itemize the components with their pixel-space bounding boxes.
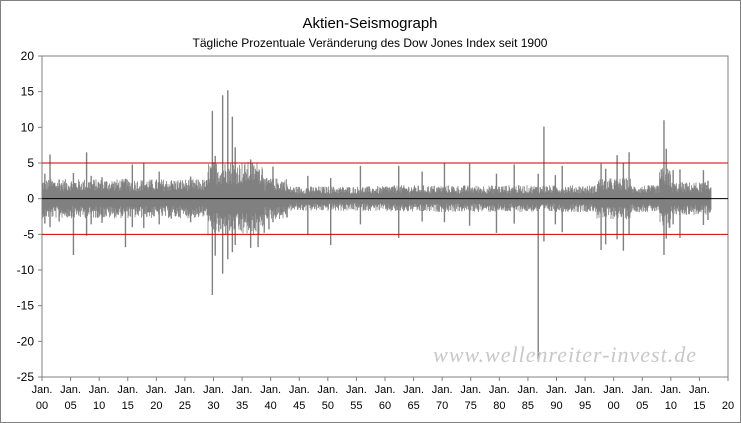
y-tick-label: -10: [17, 263, 35, 277]
x-tick-label-year: 00: [608, 400, 620, 412]
x-tick-label-year: 10: [93, 400, 105, 412]
y-tick-label: -25: [17, 370, 35, 384]
x-tick-label-year: 10: [665, 400, 677, 412]
x-tick-label-month: Jan.: [203, 384, 224, 396]
x-tick-label-month: Jan.: [375, 384, 396, 396]
x-tick-label-month: Jan.: [317, 384, 338, 396]
x-tick-label-year: 05: [64, 400, 76, 412]
x-tick-label-year: 00: [36, 400, 48, 412]
x-tick-label-year: 60: [379, 400, 391, 412]
x-tick-label-month: Jan.: [146, 384, 167, 396]
reference-lines: [42, 162, 728, 235]
x-tick-label-month: Jan.: [518, 384, 539, 396]
x-tick-label-year: 25: [179, 400, 191, 412]
x-tick-label-year: 65: [407, 400, 419, 412]
x-tick-label-month: Jan.: [632, 384, 653, 396]
x-tick-label-month: Jan.: [175, 384, 196, 396]
x-tick-label-year: 70: [436, 400, 448, 412]
y-tick-label: -15: [17, 299, 35, 313]
x-tick-label-month: Jan.: [546, 384, 567, 396]
x-tick-label-year: 95: [579, 400, 591, 412]
x-tick-label-month: Jan.: [32, 384, 53, 396]
x-tick-label-month: Jan.: [260, 384, 281, 396]
y-tick-label: 20: [21, 49, 35, 63]
x-tick-label-year: 30: [207, 400, 219, 412]
x-tick-label-year: 15: [693, 400, 705, 412]
x-tick-label-month: Jan.: [460, 384, 481, 396]
watermark-text: www.wellenreiter-invest.de: [433, 342, 697, 367]
x-tick-label-month: Jan.: [60, 384, 81, 396]
x-tick-label-month: Jan.: [489, 384, 510, 396]
x-tick-label-year: 80: [493, 400, 505, 412]
x-tick-label-year: 45: [293, 400, 305, 412]
x-tick-label-year: 75: [465, 400, 477, 412]
y-axis-ticks: 20 15 10 5 0 -5 -10 -15 -20 -25: [17, 49, 42, 384]
x-tick-label-month: Jan.: [575, 384, 596, 396]
x-tick-label-month: Jan.: [432, 384, 453, 396]
y-tick-label: 10: [21, 120, 35, 134]
x-tick-label-month: Jan.: [660, 384, 681, 396]
x-tick-label-year: 50: [322, 400, 334, 412]
x-tick-label-year: 85: [522, 400, 534, 412]
x-tick-label-month: Jan.: [346, 384, 367, 396]
x-tick-label-month: Jan.: [89, 384, 110, 396]
x-tick-label-year: 05: [636, 400, 648, 412]
x-tick-label-year: 20: [722, 400, 734, 412]
y-tick-label: 0: [27, 192, 34, 206]
y-tick-label: 5: [27, 156, 34, 170]
x-tick-label-month: Jan.: [689, 384, 710, 396]
x-tick-label-year: 15: [122, 400, 134, 412]
x-tick-label-year: 35: [236, 400, 248, 412]
plot-area: [41, 55, 729, 378]
x-tick-label-year: 40: [265, 400, 277, 412]
x-tick-label-month: Jan.: [232, 384, 253, 396]
x-tick-label-year: 55: [350, 400, 362, 412]
x-tick-label-year: 90: [550, 400, 562, 412]
x-tick-label-month: Jan.: [403, 384, 424, 396]
x-axis-ticks: Jan. 00 Jan. 05 Jan. 10 Jan. 15 Jan. 20 Jan. 25 Jan.…: [32, 377, 734, 412]
series-layer: [41, 90, 712, 360]
x-tick-label-month: Jan.: [289, 384, 310, 396]
y-tick-label: 15: [21, 85, 35, 99]
y-tick-label: -20: [17, 334, 35, 348]
x-tick-label-month: Jan.: [117, 384, 138, 396]
chart-subtitle: Tägliche Prozentuale Veränderung des Dow…: [193, 36, 548, 50]
x-tick-label-month: Jan.: [603, 384, 624, 396]
y-tick-label: -5: [23, 227, 34, 241]
chart-title: Aktien-Seismograph: [302, 15, 437, 32]
x-tick-label-year: 20: [150, 400, 162, 412]
